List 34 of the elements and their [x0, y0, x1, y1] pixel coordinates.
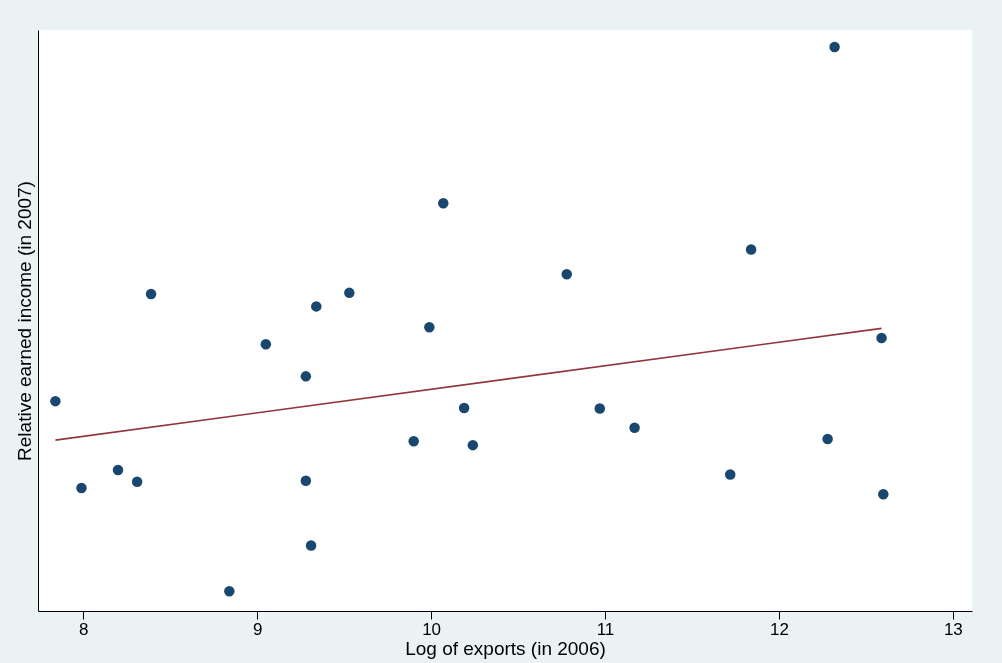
point — [311, 301, 322, 312]
point — [145, 288, 157, 300]
point — [822, 433, 833, 445]
point — [745, 244, 757, 255]
point — [260, 338, 272, 350]
point — [438, 197, 449, 209]
point — [829, 41, 840, 53]
x-tick-label: 13 — [943, 619, 963, 639]
point — [224, 586, 235, 597]
x-tick-label: 12 — [769, 619, 789, 639]
point — [561, 269, 572, 280]
point — [76, 482, 87, 494]
point — [876, 332, 887, 344]
point — [50, 395, 61, 407]
point — [131, 476, 143, 488]
x-tick-label: 8 — [78, 619, 89, 639]
point — [300, 371, 312, 382]
point — [724, 469, 736, 480]
point — [344, 287, 355, 299]
point — [878, 489, 889, 500]
y-axis-title: Relative earned income (in 2007) — [13, 181, 35, 461]
point — [300, 475, 312, 486]
point — [408, 435, 419, 447]
point — [467, 439, 479, 451]
point — [458, 402, 470, 414]
x-tick-label: 10 — [422, 619, 442, 639]
x-axis-title: Log of exports (in 2006) — [405, 637, 606, 659]
point — [629, 422, 640, 433]
point — [424, 322, 435, 333]
point — [112, 464, 124, 476]
x-tick-label: 11 — [596, 619, 615, 639]
x-tick-label: 9 — [252, 619, 263, 639]
point — [305, 540, 317, 551]
point — [594, 403, 606, 414]
